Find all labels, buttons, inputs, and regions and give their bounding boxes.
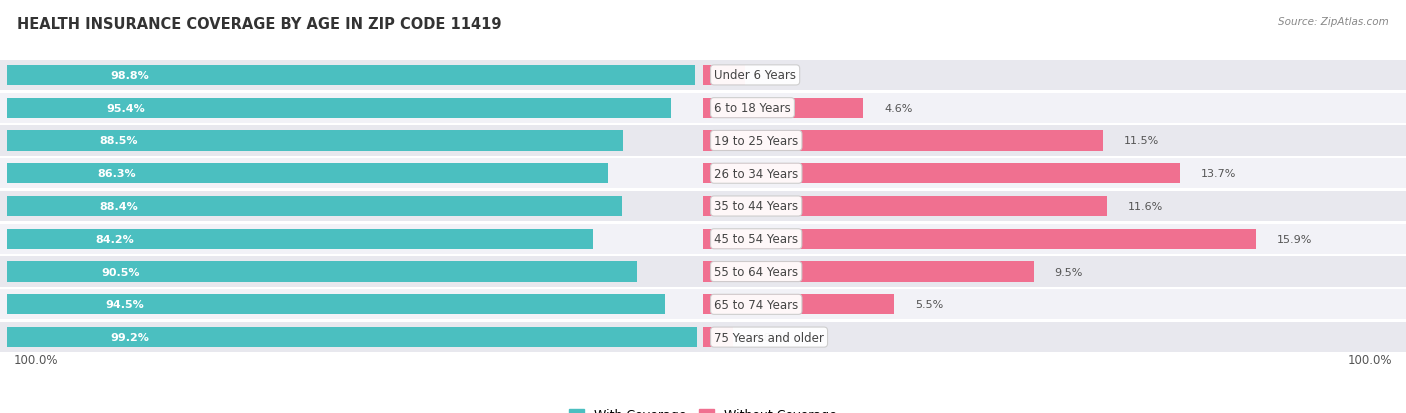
Text: 4.6%: 4.6% — [884, 103, 912, 114]
Bar — [703, 66, 745, 86]
Bar — [703, 164, 1180, 184]
Bar — [0, 224, 1406, 254]
Text: 88.5%: 88.5% — [100, 136, 138, 146]
Text: 99.2%: 99.2% — [111, 332, 149, 342]
Text: HEALTH INSURANCE COVERAGE BY AGE IN ZIP CODE 11419: HEALTH INSURANCE COVERAGE BY AGE IN ZIP … — [17, 17, 502, 31]
Bar — [0, 93, 1406, 123]
Text: 98.8%: 98.8% — [110, 71, 149, 81]
Bar — [7, 294, 665, 315]
Bar — [703, 229, 1257, 249]
Bar — [0, 192, 1406, 221]
Bar — [0, 322, 1406, 352]
Bar — [703, 131, 1104, 151]
Text: 84.2%: 84.2% — [96, 234, 134, 244]
Bar — [0, 159, 1406, 189]
Text: 86.3%: 86.3% — [97, 169, 136, 179]
Text: 11.6%: 11.6% — [1128, 202, 1163, 211]
Bar — [703, 294, 894, 315]
Text: 19 to 25 Years: 19 to 25 Years — [714, 135, 799, 147]
Text: 9.5%: 9.5% — [1054, 267, 1083, 277]
Text: Under 6 Years: Under 6 Years — [714, 69, 796, 82]
Text: 45 to 54 Years: 45 to 54 Years — [714, 233, 799, 246]
Text: 6 to 18 Years: 6 to 18 Years — [714, 102, 792, 115]
Text: 26 to 34 Years: 26 to 34 Years — [714, 167, 799, 180]
Text: 65 to 74 Years: 65 to 74 Years — [714, 298, 799, 311]
Bar — [703, 262, 1033, 282]
Text: 35 to 44 Years: 35 to 44 Years — [714, 200, 799, 213]
Bar — [7, 262, 637, 282]
Bar — [0, 126, 1406, 156]
Text: 55 to 64 Years: 55 to 64 Years — [714, 266, 799, 278]
Text: 94.5%: 94.5% — [105, 299, 145, 310]
Bar — [703, 98, 863, 119]
Bar — [703, 196, 1107, 217]
Text: 13.7%: 13.7% — [1201, 169, 1236, 179]
Text: 15.9%: 15.9% — [1277, 234, 1313, 244]
Text: 90.5%: 90.5% — [101, 267, 141, 277]
Bar — [0, 290, 1406, 320]
Bar — [0, 61, 1406, 91]
Bar — [7, 66, 695, 86]
Bar — [7, 164, 607, 184]
Text: 100.0%: 100.0% — [1347, 353, 1392, 366]
Text: 95.4%: 95.4% — [107, 103, 145, 114]
Bar — [7, 327, 697, 347]
Text: 88.4%: 88.4% — [100, 202, 138, 211]
Text: 5.5%: 5.5% — [915, 299, 943, 310]
Text: 0.85%: 0.85% — [754, 332, 789, 342]
Text: 11.5%: 11.5% — [1123, 136, 1160, 146]
Text: 1.2%: 1.2% — [766, 71, 794, 81]
Text: 75 Years and older: 75 Years and older — [714, 331, 824, 344]
Text: Source: ZipAtlas.com: Source: ZipAtlas.com — [1278, 17, 1389, 26]
Bar — [0, 257, 1406, 287]
Bar — [7, 229, 593, 249]
Bar — [7, 196, 623, 217]
Text: 100.0%: 100.0% — [14, 353, 59, 366]
Bar — [703, 327, 733, 347]
Legend: With Coverage, Without Coverage: With Coverage, Without Coverage — [564, 404, 842, 413]
Bar — [7, 131, 623, 151]
Bar — [7, 98, 671, 119]
